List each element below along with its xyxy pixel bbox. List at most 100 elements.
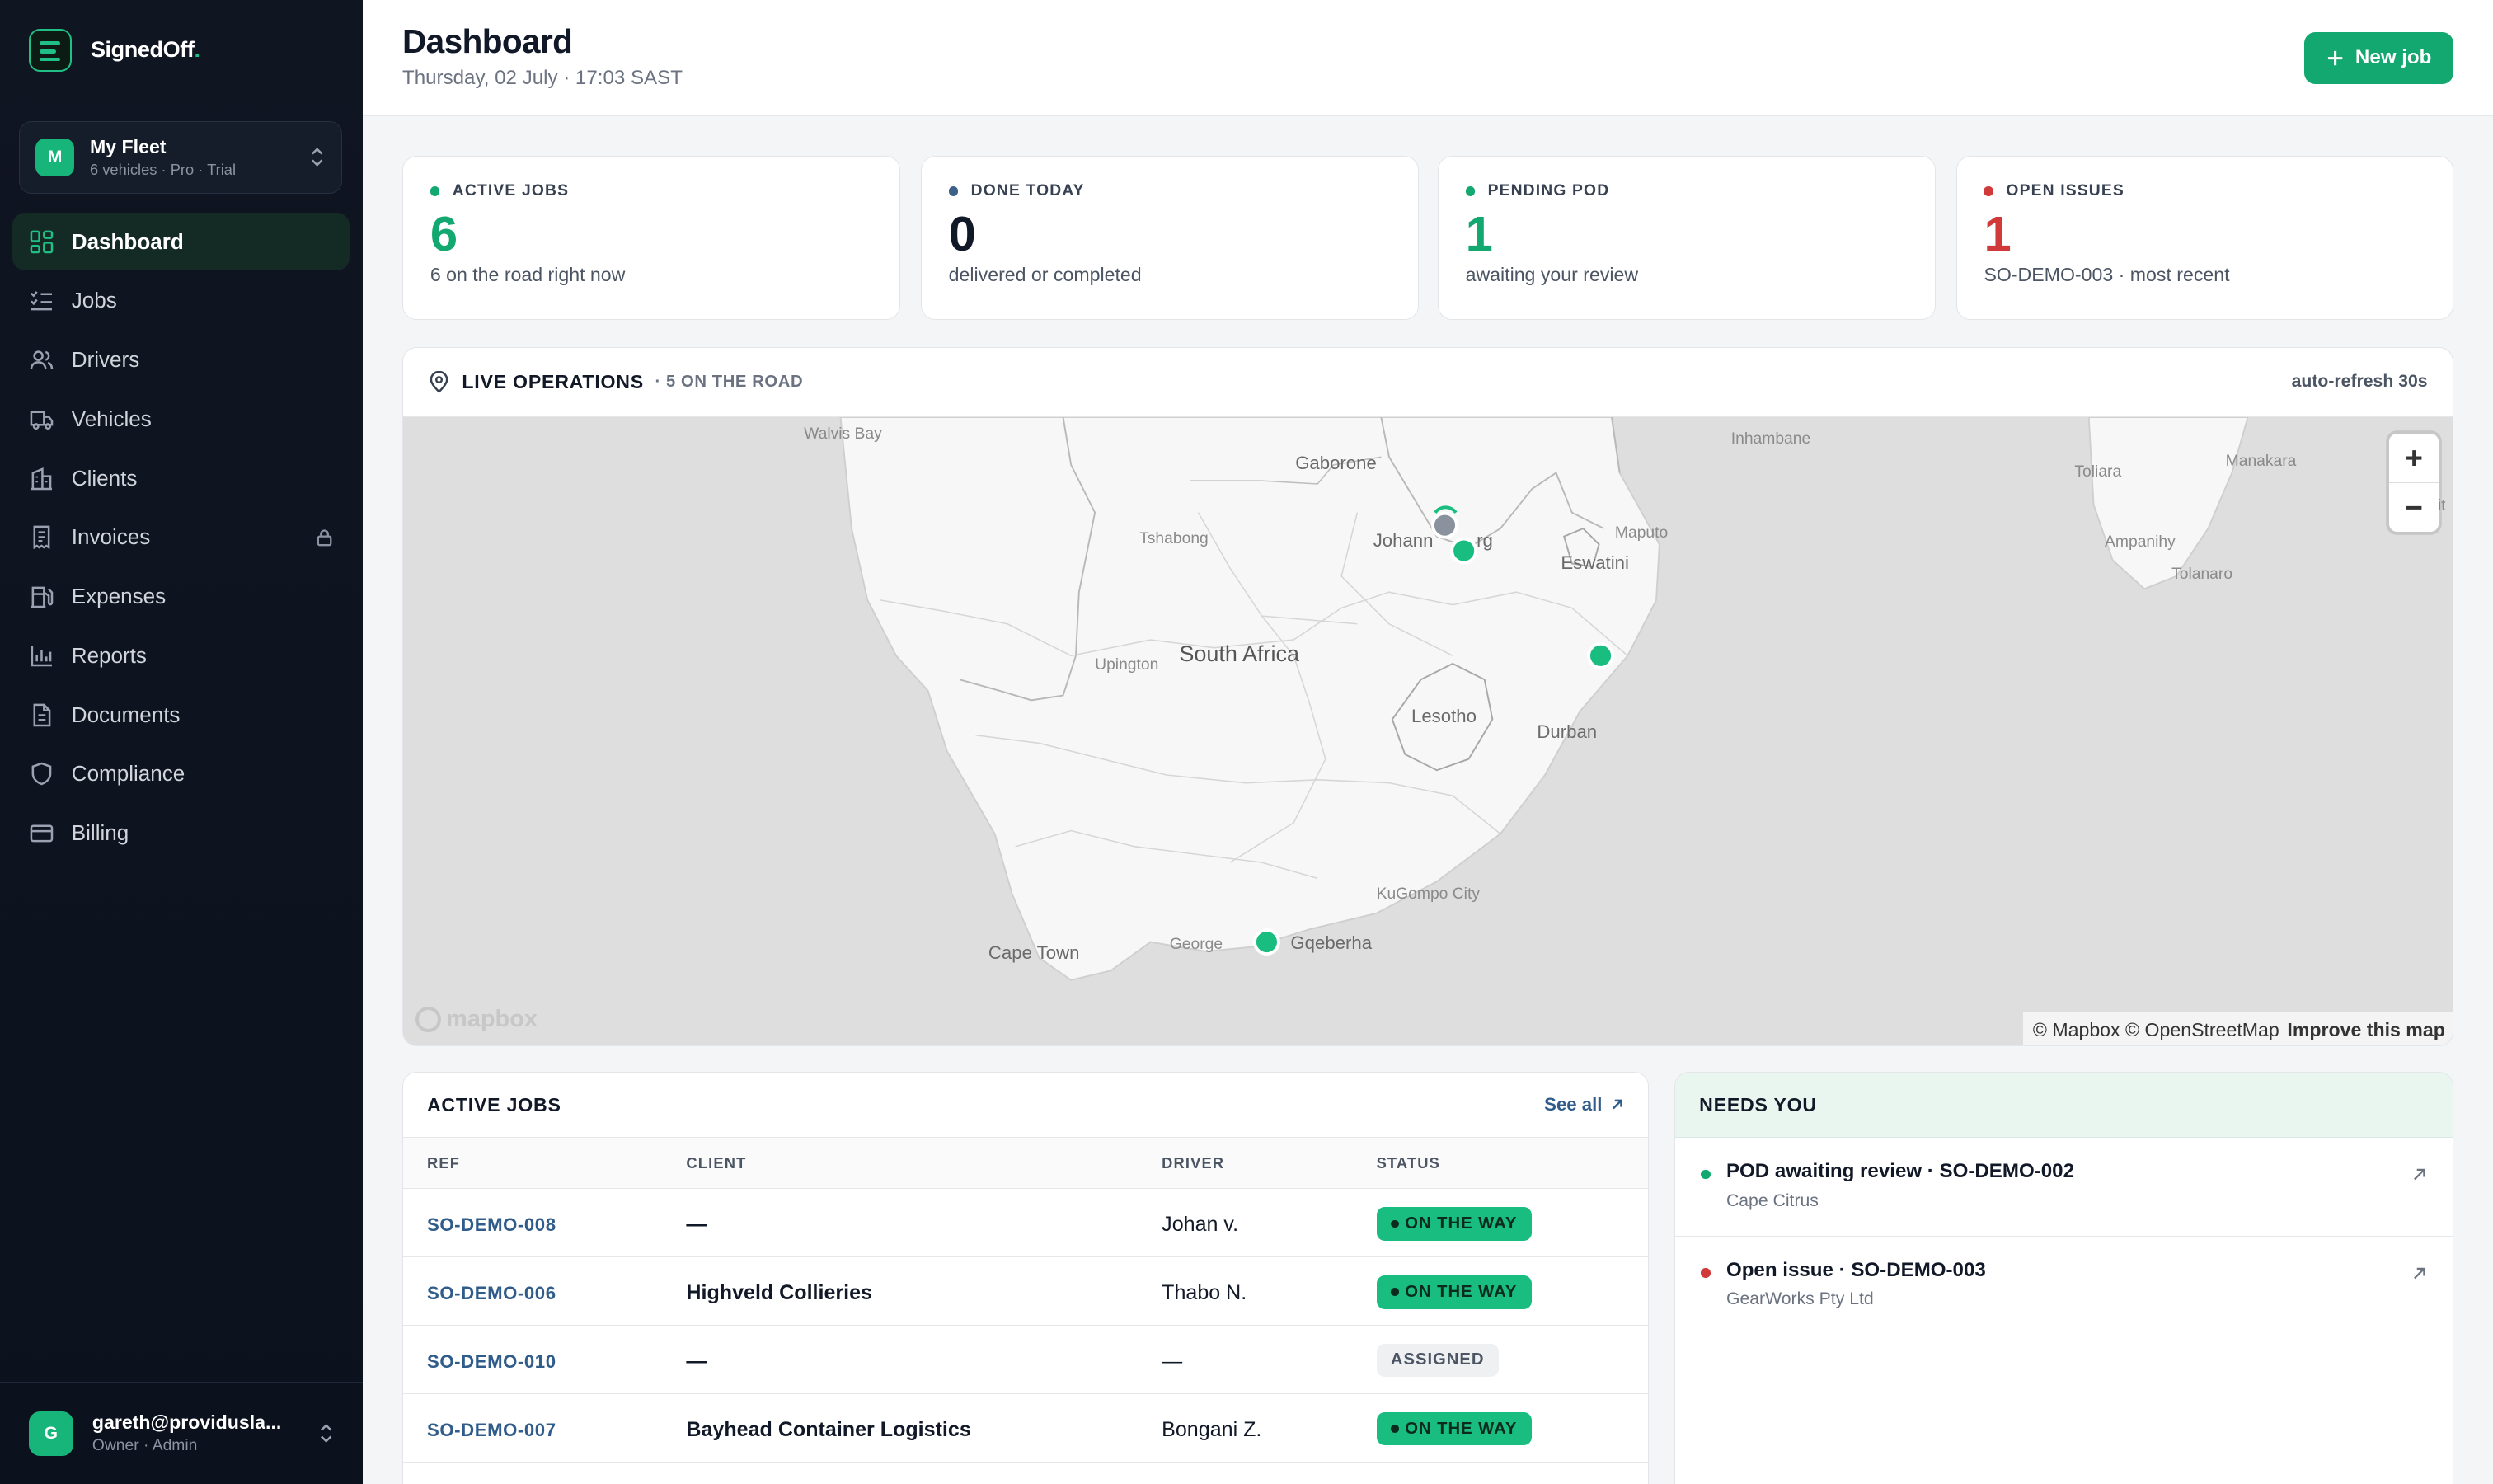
stat-cards: ACTIVE JOBS 6 6 on the road right now DO… [402,156,2454,320]
job-client: Highveld Collieries [686,1280,873,1304]
column-header-status[interactable]: STATUS [1376,1153,1441,1172]
receipt-icon [29,525,54,551]
sidebar-item-documents[interactable]: Documents [12,686,350,743]
table-row[interactable]: SO-DEMO-007 Bayhead Container Logistics … [403,1394,1649,1463]
job-driver: Johan v. [1162,1212,1239,1236]
needs-you-item[interactable]: POD awaiting review · SO-DEMO-002 Cape C… [1675,1138,2453,1237]
building-icon [29,466,54,491]
attribution-text[interactable]: © Mapbox © OpenStreetMap [2032,1018,2279,1040]
status-dot [1390,1425,1399,1433]
column-header-driver[interactable]: DRIVER [1162,1153,1225,1172]
zoom-in-button[interactable]: + [2389,434,2439,483]
table-header: REF CLIENT DRIVER STATUS [403,1138,1649,1189]
map-label: Manakara [2225,452,2297,470]
page-header: Dashboard Thursday, 02 July · 17:03 SAST… [362,0,2493,116]
map-label: Maputo [1614,524,1669,542]
shield-icon [29,762,54,787]
zoom-out-button[interactable]: − [2389,482,2439,532]
sidebar-item-clients[interactable]: Clients [12,449,350,506]
stat-card-open-issues[interactable]: OPEN ISSUES 1 SO-DEMO-003 · most recent [1955,156,2454,320]
job-driver: Thabo N. [1162,1280,1247,1304]
stat-card-pending-pod[interactable]: PENDING POD 1 awaiting your review [1437,156,1936,320]
live-map[interactable]: Walvis Bay Gaborone Inhambane Toliara Ma… [403,417,2453,1046]
sidebar-item-invoices[interactable]: Invoices [12,509,350,566]
stat-note: 6 on the road right now [430,264,626,286]
needs-you-item[interactable]: Open issue · SO-DEMO-003 GearWorks Pty L… [1675,1237,2453,1336]
map-zoom-control: + − [2389,433,2439,533]
status-badge: ASSIGNED [1376,1343,1499,1378]
logo-icon [28,28,72,72]
improve-map-link[interactable]: Improve this map [2287,1018,2445,1040]
stat-value: 1 [1465,205,1493,261]
job-client: — [686,1212,707,1236]
section-title: NEEDS YOU [1699,1093,1817,1115]
sidebar-item-drivers[interactable]: Drivers [12,331,350,388]
sidebar-item-dashboard[interactable]: Dashboard [12,213,350,270]
user-menu[interactable]: G gareth@providusla... Owner · Admin [0,1382,363,1483]
status-dot [948,186,959,196]
user-email: gareth@providusla... [92,1411,282,1434]
stat-card-done-today[interactable]: DONE TODAY 0 delivered or completed [920,156,1419,320]
map-label: Lesotho [1411,705,1477,726]
chevron-up-down-icon [312,148,323,167]
status-dot [1390,1219,1399,1228]
map-label: Durban [1537,721,1598,742]
sidebar-item-billing[interactable]: Billing [12,805,350,862]
sidebar-item-label: Documents [71,702,181,727]
job-client: — [686,1349,707,1373]
lock-icon [317,529,332,547]
avatar: G [28,1411,73,1456]
arrow-up-right-icon [2414,1267,2425,1279]
status-dot [1465,186,1476,196]
status-badge-label: ON THE WAY [1405,1282,1518,1301]
new-job-button[interactable]: New job [2304,31,2454,85]
stat-value: 1 [1984,205,2012,261]
status-badge-label: ON THE WAY [1405,1419,1518,1438]
job-ref-link[interactable]: SO-DEMO-010 [426,1350,556,1372]
see-all-link[interactable]: See all [1544,1094,1624,1115]
sidebar-item-label: Reports [71,642,147,668]
sidebar-item-reports[interactable]: Reports [12,627,350,684]
mapbox-ring-icon [416,1006,442,1032]
sidebar-item-expenses[interactable]: Expenses [12,568,350,625]
credit-card-icon [29,820,54,846]
job-ref-link[interactable]: SO-DEMO-007 [426,1419,556,1440]
sidebar-item-label: Compliance [71,761,185,787]
stat-note: SO-DEMO-003 · most recent [1984,264,2230,286]
plus-icon [2328,50,2343,66]
file-icon [29,702,54,728]
status-badge-label: ON THE WAY [1405,1214,1518,1233]
map-label: Inhambane [1730,430,1811,448]
chevron-up-down-icon [320,1424,332,1443]
status-badge-label: ASSIGNED [1390,1350,1485,1369]
table-row-partial[interactable] [403,1463,1648,1484]
mapbox-logo[interactable]: mapbox [416,1006,538,1033]
sidebar-item-vehicles[interactable]: Vehicles [12,391,350,448]
stat-card-active-jobs[interactable]: ACTIVE JOBS 6 6 on the road right now [402,156,900,320]
table-row[interactable]: SO-DEMO-008 — Johan v. ON THE WAY [403,1189,1649,1257]
sidebar-nav: Dashboard Jobs Drivers Vehicles Clients … [12,213,350,863]
table-row[interactable]: SO-DEMO-006 Highveld Collieries Thabo N.… [403,1257,1649,1326]
map-label: Upington [1095,655,1159,674]
needs-you-title: Open issue · SO-DEMO-003 [1725,1258,1986,1281]
sidebar-item-label: Dashboard [71,228,184,254]
truck-icon [29,406,54,432]
column-header-client[interactable]: CLIENT [686,1153,747,1172]
table-row[interactable]: SO-DEMO-010 — — ASSIGNED [403,1326,1649,1394]
brand[interactable]: SignedOff. [28,28,200,72]
active-jobs-panel: ACTIVE JOBS See all REF CLIENT DRIVER ST… [402,1072,1650,1484]
new-job-label: New job [2354,46,2432,69]
map-label: Johann [1373,530,1434,552]
bar-chart-icon [29,643,54,669]
job-ref-link[interactable]: SO-DEMO-008 [426,1214,556,1235]
job-ref-link[interactable]: SO-DEMO-006 [426,1282,556,1303]
sidebar-item-compliance[interactable]: Compliance [12,745,350,802]
map-label: George [1169,936,1223,954]
sidebar: SignedOff. M My Fleet 6 vehicles · Pro ·… [0,0,363,1484]
sidebar-item-jobs[interactable]: Jobs [12,272,350,329]
column-header-ref[interactable]: REF [426,1153,461,1172]
fleet-switcher[interactable]: M My Fleet 6 vehicles · Pro · Trial [19,120,342,195]
on-road-count: · 5 ON THE ROAD [655,372,804,391]
map-label: rg [1477,530,1493,552]
status-dot [1701,1169,1711,1180]
